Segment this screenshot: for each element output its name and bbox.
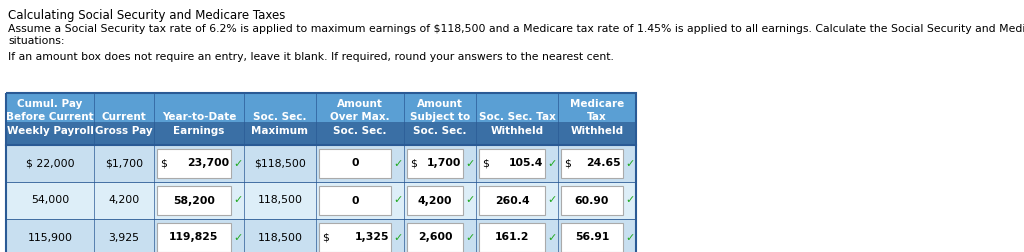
Text: ✓: ✓ [465, 233, 474, 242]
Text: Earnings: Earnings [173, 126, 224, 136]
Text: 60.90: 60.90 [574, 196, 609, 205]
Text: 118,500: 118,500 [257, 196, 302, 205]
FancyBboxPatch shape [407, 186, 463, 215]
Text: $1,700: $1,700 [104, 159, 143, 169]
Text: Soc. Sec.: Soc. Sec. [333, 126, 387, 136]
Text: $ 22,000: $ 22,000 [26, 159, 75, 169]
Text: 24.65: 24.65 [587, 159, 621, 169]
Text: Calculating Social Security and Medicare Taxes: Calculating Social Security and Medicare… [8, 9, 286, 22]
Text: $: $ [160, 159, 167, 169]
Text: Withheld: Withheld [490, 126, 544, 136]
Text: Withheld: Withheld [570, 126, 624, 136]
Text: Medicare: Medicare [570, 99, 624, 109]
Text: 1,700: 1,700 [427, 159, 461, 169]
FancyBboxPatch shape [479, 223, 545, 252]
FancyBboxPatch shape [157, 186, 231, 215]
FancyBboxPatch shape [561, 223, 623, 252]
Text: 161.2: 161.2 [495, 233, 529, 242]
Text: ✓: ✓ [625, 196, 635, 205]
Text: 2,600: 2,600 [418, 233, 453, 242]
Text: Year-to-Date: Year-to-Date [162, 112, 237, 122]
Text: Soc. Sec.: Soc. Sec. [253, 112, 307, 122]
Text: 119,825: 119,825 [169, 233, 219, 242]
Bar [6, 219, 636, 252]
Text: Tax: Tax [587, 112, 607, 122]
Text: 3,925: 3,925 [109, 233, 139, 242]
Text: 4,200: 4,200 [418, 196, 453, 205]
Text: If an amount box does not require an entry, leave it blank. If required, round y: If an amount box does not require an ent… [8, 52, 613, 62]
Text: ✓: ✓ [547, 159, 556, 169]
Text: 260.4: 260.4 [495, 196, 529, 205]
Text: Weekly Payroll: Weekly Payroll [6, 126, 93, 136]
Bar [6, 182, 636, 219]
Text: 0: 0 [351, 196, 358, 205]
FancyBboxPatch shape [407, 223, 463, 252]
Text: Soc. Sec.: Soc. Sec. [414, 126, 467, 136]
Text: ✓: ✓ [233, 233, 243, 242]
FancyBboxPatch shape [561, 186, 623, 215]
Text: 23,700: 23,700 [186, 159, 229, 169]
Text: Maximum: Maximum [252, 126, 308, 136]
Text: 118,500: 118,500 [257, 233, 302, 242]
Text: ✓: ✓ [625, 233, 635, 242]
Text: Cumul. Pay: Cumul. Pay [17, 99, 83, 109]
FancyBboxPatch shape [479, 149, 545, 178]
Text: ✓: ✓ [465, 159, 474, 169]
FancyBboxPatch shape [319, 186, 391, 215]
Text: 105.4: 105.4 [509, 159, 543, 169]
Text: Assume a Social Security tax rate of 6.2% is applied to maximum earnings of $118: Assume a Social Security tax rate of 6.2… [8, 24, 1024, 34]
Text: $: $ [410, 159, 417, 169]
Text: ✓: ✓ [393, 159, 402, 169]
Text: 115,900: 115,900 [28, 233, 73, 242]
FancyBboxPatch shape [319, 149, 391, 178]
FancyBboxPatch shape [157, 149, 231, 178]
Text: Subject to: Subject to [410, 112, 470, 122]
Bar [6, 93, 636, 145]
FancyBboxPatch shape [479, 186, 545, 215]
Text: ✓: ✓ [233, 159, 243, 169]
Text: Gross Pay: Gross Pay [95, 126, 153, 136]
Text: $118,500: $118,500 [254, 159, 306, 169]
FancyBboxPatch shape [407, 149, 463, 178]
Text: 4,200: 4,200 [109, 196, 139, 205]
Text: ✓: ✓ [393, 196, 402, 205]
Bar [6, 122, 636, 145]
Text: 58,200: 58,200 [173, 196, 215, 205]
Text: Current: Current [101, 112, 146, 122]
Text: Soc. Sec. Tax: Soc. Sec. Tax [478, 112, 555, 122]
Text: 56.91: 56.91 [574, 233, 609, 242]
Text: Amount: Amount [417, 99, 463, 109]
Text: 0: 0 [351, 159, 358, 169]
Text: ✓: ✓ [547, 233, 556, 242]
Text: ✓: ✓ [547, 196, 556, 205]
Text: situations:: situations: [8, 36, 65, 46]
Text: $: $ [564, 159, 570, 169]
Text: Amount: Amount [337, 99, 383, 109]
Bar [6, 145, 636, 182]
FancyBboxPatch shape [157, 223, 231, 252]
Text: $: $ [322, 233, 329, 242]
Text: ✓: ✓ [233, 196, 243, 205]
Text: 1,325: 1,325 [354, 233, 389, 242]
Text: 54,000: 54,000 [31, 196, 70, 205]
Text: $: $ [482, 159, 488, 169]
Text: Over Max.: Over Max. [330, 112, 390, 122]
Text: ✓: ✓ [625, 159, 635, 169]
FancyBboxPatch shape [319, 223, 391, 252]
Bar [6, 93, 636, 252]
Text: ✓: ✓ [465, 196, 474, 205]
Text: Before Current: Before Current [6, 112, 94, 122]
Text: ✓: ✓ [393, 233, 402, 242]
FancyBboxPatch shape [561, 149, 623, 178]
